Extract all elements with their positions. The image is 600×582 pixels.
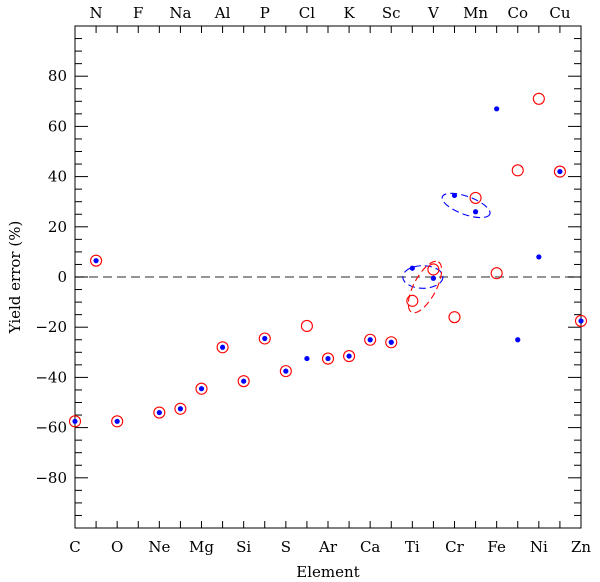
x-tick-label-top: Sc: [382, 4, 401, 22]
filled-dot-point: [430, 275, 437, 281]
x-tick-label-bottom: Ar: [318, 538, 338, 556]
y-tick-label: −40: [35, 368, 67, 386]
filled-dot-point: [451, 192, 458, 199]
open-circle-point: [90, 254, 103, 267]
x-tick-label-top: Cl: [299, 4, 315, 22]
open-circle-point: [258, 332, 271, 345]
axes: [74, 25, 582, 529]
x-tick-label-top: V: [427, 4, 440, 22]
error-ellipse: [441, 192, 491, 219]
filled-dot-point: [262, 335, 268, 342]
filled-dot-point: [557, 168, 563, 175]
open-circle-point: [406, 294, 419, 307]
y-tick-label: 0: [57, 268, 67, 286]
filled-dot-point: [325, 355, 331, 362]
y-tick-label: 80: [48, 67, 67, 85]
x-axis-label: Element: [296, 563, 359, 581]
filled-dot-point: [536, 254, 542, 260]
open-circle-point: [279, 365, 292, 378]
y-axis-label: Yield error (%): [6, 221, 24, 335]
x-tick-label-top: Mn: [463, 4, 488, 22]
open-circle-point: [574, 314, 588, 327]
open-circle-point: [448, 311, 461, 324]
open-circle-point: [532, 92, 545, 105]
data-points: [68, 92, 588, 428]
x-tick-label-top: F: [133, 4, 143, 22]
x-tick-label-top: Na: [169, 4, 191, 22]
open-circle-point: [385, 336, 398, 349]
open-circle-point: [174, 402, 187, 415]
filled-dot-point: [367, 337, 373, 343]
x-tick-label-bottom: C: [69, 538, 80, 556]
open-circle-point: [68, 415, 82, 428]
filled-dot-point: [304, 355, 310, 362]
y-tick-label: 60: [48, 117, 67, 135]
x-tick-label-top: P: [260, 4, 270, 22]
x-tick-label-bottom: Ti: [405, 538, 420, 556]
x-tick-label-bottom: Ne: [148, 538, 170, 556]
open-circle-point: [427, 263, 440, 276]
filled-dot-point: [177, 406, 184, 412]
y-tick-label: −60: [35, 419, 67, 437]
x-tick-label-bottom: S: [281, 538, 291, 556]
filled-dot-point: [93, 258, 99, 264]
x-tick-label-bottom: Zn: [571, 538, 591, 556]
filled-dot-point: [346, 353, 352, 359]
filled-dot-point: [578, 318, 584, 324]
open-circle-point: [364, 333, 377, 346]
open-circle-point: [553, 165, 566, 178]
axis-ticks: [74, 25, 582, 529]
open-circle-point: [511, 164, 524, 177]
y-tick-label: 20: [48, 218, 67, 236]
x-tick-label-top: N: [90, 4, 103, 22]
filled-dot-point: [241, 378, 247, 384]
x-tick-label-bottom: Cr: [445, 538, 464, 556]
filled-dot-point: [219, 344, 226, 350]
x-tick-label-bottom: Mg: [189, 538, 214, 556]
open-circle-point: [111, 415, 124, 428]
x-tick-label-bottom: Si: [236, 538, 251, 556]
x-tick-label-top: Cu: [549, 4, 570, 22]
x-tick-label-bottom: O: [111, 538, 123, 556]
open-circle-point: [490, 267, 503, 280]
y-tick-label: 40: [48, 168, 67, 186]
filled-dot-point: [156, 409, 162, 416]
y-tick-label: −80: [35, 469, 67, 487]
open-circle-point: [216, 341, 229, 354]
error-ellipse: [402, 265, 444, 289]
x-tick-label-top: Al: [214, 4, 231, 22]
filled-dot-point: [494, 106, 500, 112]
x-tick-label-bottom: Ca: [360, 538, 380, 556]
x-tick-label-top: K: [343, 4, 355, 22]
open-circle-point: [469, 191, 482, 204]
open-circle-point: [237, 375, 250, 388]
filled-dot-point: [472, 209, 479, 215]
open-circle-point: [321, 352, 335, 365]
filled-dot-point: [283, 368, 289, 374]
x-tick-label-top: Co: [507, 4, 528, 22]
filled-dot-point: [72, 418, 78, 424]
open-circle-point: [343, 350, 356, 363]
x-tick-label-bottom: Fe: [487, 538, 506, 556]
filled-dot-point: [409, 265, 415, 271]
open-circle-point: [300, 319, 313, 332]
filled-dot-point: [515, 337, 521, 343]
error-ellipse: [407, 260, 443, 314]
filled-dot-point: [198, 386, 205, 392]
y-tick-label: −20: [35, 318, 67, 336]
tick-labels: −80 −60 −40 −20 0 20 40 60 80 C O Ne Mg Si S Ar Ca Ti Cr Fe…: [35, 4, 591, 556]
filled-dot-point: [388, 339, 394, 345]
error-ellipses: [402, 192, 491, 314]
open-circle-point: [153, 406, 166, 419]
open-circle-point: [195, 382, 208, 395]
filled-dot-point: [114, 418, 120, 424]
x-tick-label-bottom: Ni: [530, 538, 548, 556]
